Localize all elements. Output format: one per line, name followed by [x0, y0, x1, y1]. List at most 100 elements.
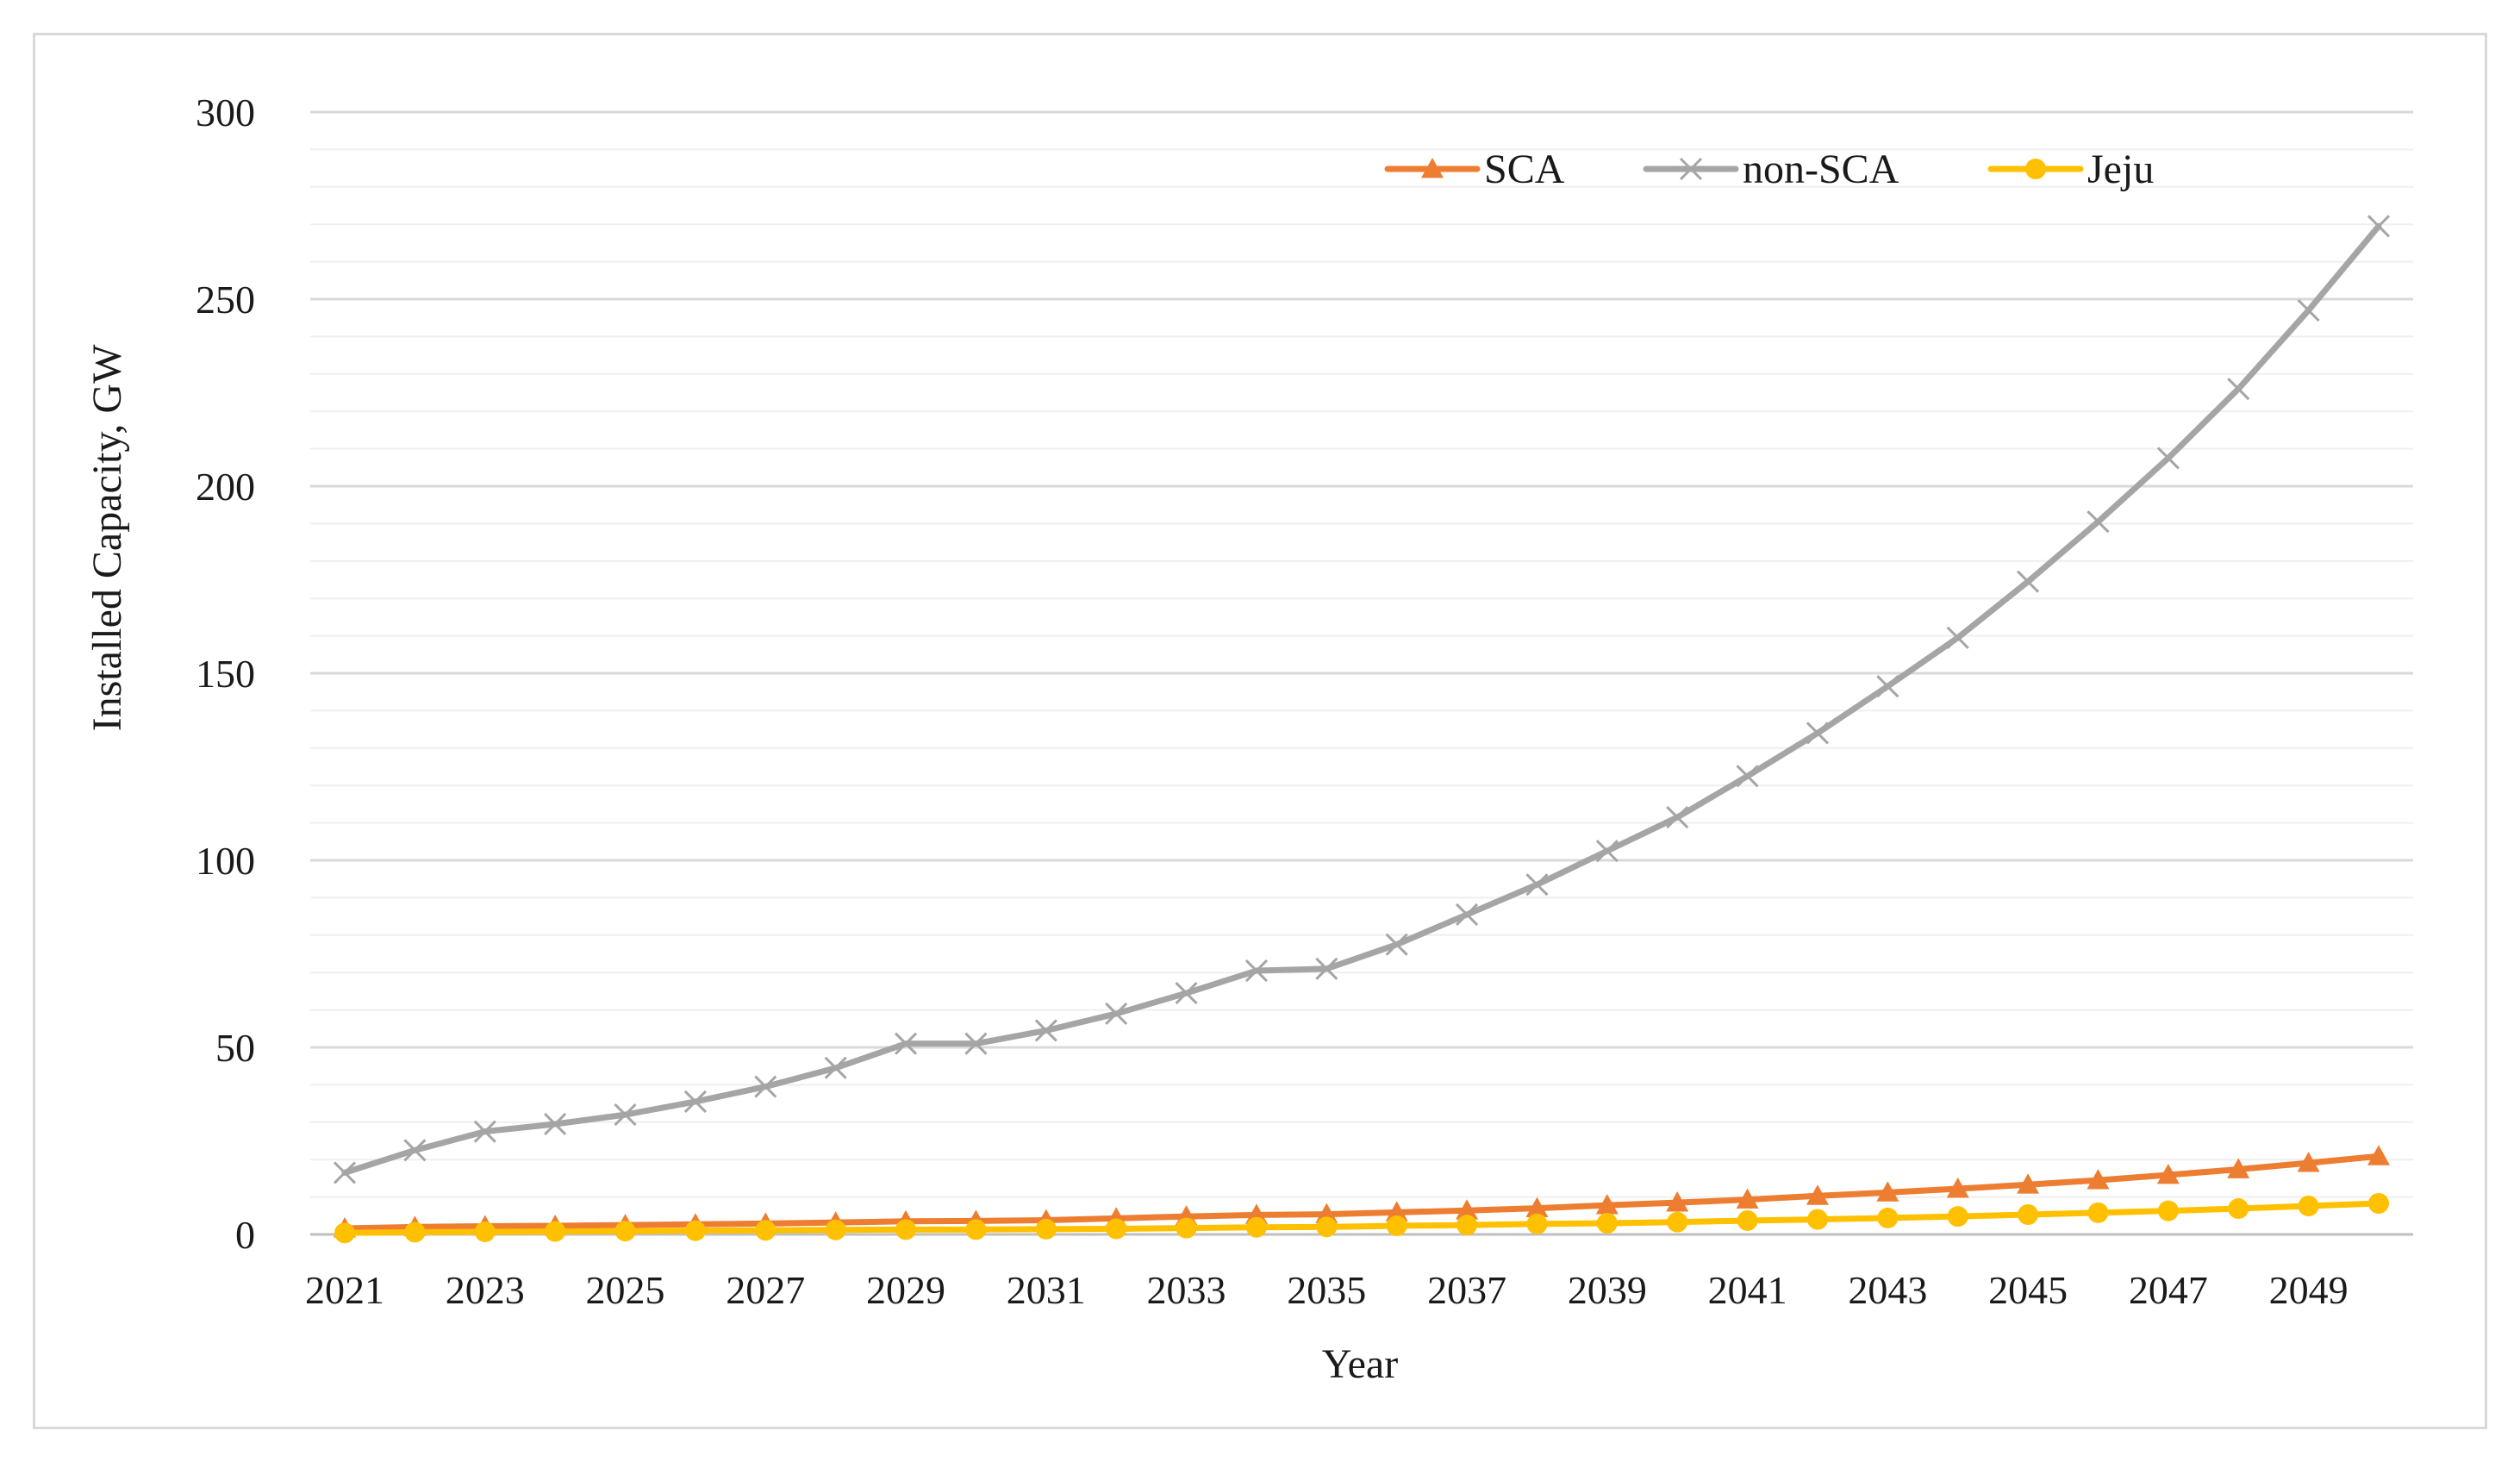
- jeju-point: [965, 1219, 987, 1240]
- non-sca-point: [1456, 903, 1479, 926]
- marker-stroke: [1876, 675, 1899, 698]
- marker-stroke: [1595, 840, 1619, 863]
- marker-stroke: [1385, 933, 1408, 956]
- sca-point: [2017, 1173, 2040, 1194]
- jeju-point: [1877, 1207, 1899, 1228]
- x-tick-label: 2029: [866, 1268, 945, 1312]
- sca-point: [1525, 1196, 1549, 1218]
- legend: SCA non-SCA Jeju: [1384, 147, 2154, 192]
- non-sca-point: [2156, 447, 2180, 470]
- jeju-line: [341, 1200, 2382, 1236]
- non-sca-point: [2297, 298, 2320, 322]
- x-tick-label: 2025: [586, 1268, 665, 1312]
- jeju-point: [755, 1220, 777, 1241]
- non-sca-point: [964, 1032, 988, 1055]
- jeju-point: [2087, 1202, 2109, 1223]
- sca-point: [1666, 1191, 1689, 1212]
- sca-point: [1595, 1194, 1619, 1215]
- non-sca-point: [1595, 840, 1619, 863]
- jeju-point: [1526, 1213, 1548, 1234]
- marker-stroke: [544, 1112, 567, 1136]
- jeju-point: [474, 1221, 496, 1242]
- jeju-point: [2157, 1200, 2179, 1221]
- jeju-point: [1316, 1216, 1338, 1238]
- jeju-point: [1456, 1215, 1478, 1236]
- sca-point: [1876, 1181, 1899, 1202]
- marker-stroke: [2086, 510, 2110, 534]
- legend-item-jeju: Jeju: [1987, 147, 2154, 192]
- non-sca-point: [614, 1103, 637, 1127]
- non-sca-point: [824, 1056, 847, 1079]
- x-tick-label: 2047: [2129, 1268, 2208, 1312]
- marker-stroke: [683, 1090, 707, 1113]
- legend-label: SCA: [1484, 147, 1565, 192]
- non-sca-line: [341, 222, 2382, 1176]
- x-tick-label: 2031: [1007, 1268, 1086, 1312]
- sca-point: [2227, 1158, 2250, 1178]
- y-tick-label: 100: [196, 839, 255, 883]
- y-tick-label: 300: [196, 91, 255, 134]
- non-sca-point: [1105, 1002, 1128, 1026]
- non-sca-point: [1876, 675, 1899, 698]
- x-tick-label: 2023: [446, 1268, 525, 1312]
- non-sca-point: [1034, 1019, 1057, 1042]
- sca-point: [1456, 1199, 1479, 1220]
- marker-stroke: [614, 1103, 637, 1127]
- sca-point: [1315, 1203, 1338, 1223]
- series-jeju: [334, 1192, 2389, 1244]
- non-sca-point: [2086, 510, 2110, 534]
- legend-swatch-marker: [1679, 157, 1703, 181]
- marker-stroke: [964, 1032, 988, 1055]
- x-tick-label: 2041: [1708, 1268, 1787, 1312]
- non-sca-point: [1385, 933, 1408, 956]
- non-sca-point: [473, 1120, 496, 1143]
- sca-point: [1736, 1188, 1759, 1209]
- marker-stroke: [473, 1120, 496, 1143]
- non-sca-point: [403, 1139, 427, 1162]
- marker-stroke: [1525, 873, 1549, 897]
- jeju-point: [684, 1220, 706, 1241]
- jeju-point: [404, 1221, 426, 1243]
- non-sca-point: [1666, 806, 1689, 829]
- marker-stroke: [1105, 1002, 1128, 1026]
- marker-stroke: [824, 1056, 847, 1079]
- x-tick-label: 2021: [305, 1268, 384, 1312]
- non-sca-point: [1175, 982, 1198, 1005]
- marker-stroke: [1456, 903, 1479, 926]
- x-tick-label: 2039: [1568, 1268, 1647, 1312]
- sca-point: [1946, 1178, 1969, 1198]
- jeju-point: [2298, 1196, 2319, 1217]
- marker-stroke: [403, 1139, 427, 1162]
- marker-stroke: [333, 1161, 357, 1184]
- marker-stroke: [2156, 447, 2180, 470]
- jeju-point: [1596, 1212, 1618, 1234]
- legend-item-non-sca: non-SCA: [1643, 147, 1899, 192]
- jeju-point: [1245, 1216, 1267, 1238]
- non-sca-point: [544, 1112, 567, 1136]
- x-tick-label: 2035: [1287, 1268, 1366, 1312]
- legend-swatch-marker: [1421, 158, 1444, 178]
- non-sca-point: [1736, 765, 1759, 788]
- jeju-point: [2368, 1192, 2389, 1214]
- x-tick-label: 2049: [2269, 1268, 2348, 1312]
- sca-point: [2156, 1163, 2180, 1184]
- sca-point: [1806, 1184, 1829, 1205]
- jeju-point: [1947, 1206, 1968, 1228]
- marker-stroke: [1315, 957, 1338, 980]
- y-tick-label: 200: [196, 465, 255, 509]
- marker-stroke: [2227, 378, 2250, 401]
- non-sca-point: [1525, 873, 1549, 897]
- sca-point: [2086, 1169, 2110, 1190]
- non-sca-point: [1806, 722, 1830, 745]
- jeju-point: [2228, 1198, 2249, 1220]
- non-sca-point: [683, 1090, 707, 1113]
- marker-stroke: [1175, 982, 1198, 1005]
- jeju-point: [1176, 1217, 1197, 1239]
- non-sca-point: [754, 1075, 777, 1098]
- marker-stroke: [1736, 765, 1759, 788]
- x-tick-label: 2043: [1848, 1268, 1927, 1312]
- y-tick-label: 50: [215, 1026, 255, 1070]
- legend-label: Jeju: [2087, 147, 2154, 192]
- jeju-point: [1806, 1209, 1828, 1230]
- legend-item-sca: SCA: [1384, 147, 1565, 192]
